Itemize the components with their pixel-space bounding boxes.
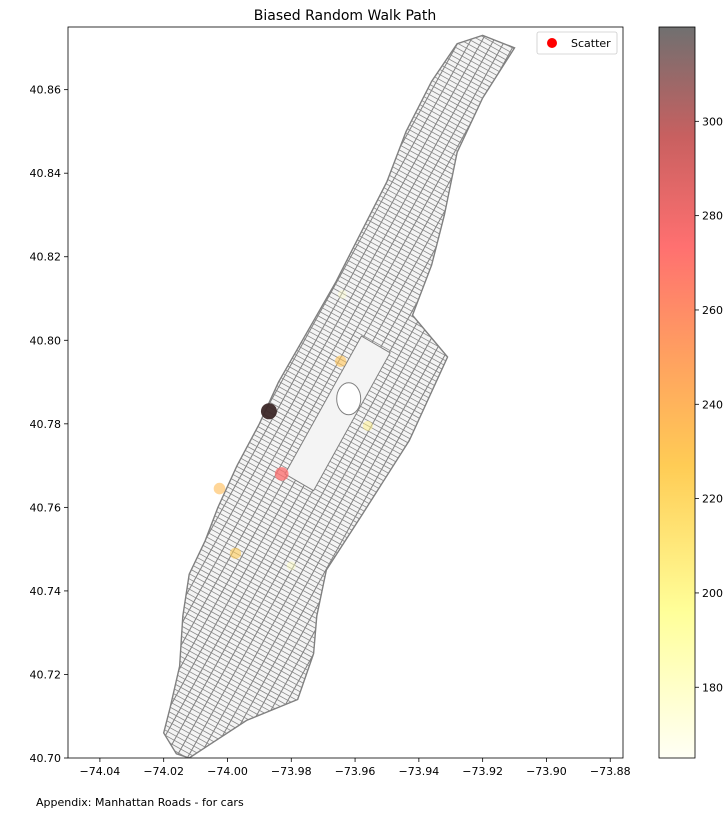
- y-tick-label: 40.82: [30, 251, 62, 264]
- y-tick-label: 40.70: [30, 752, 62, 765]
- colorbar-gradient: [658, 26, 696, 759]
- legend-label: Scatter: [571, 37, 611, 50]
- colorbar-tick-label: 180: [702, 681, 723, 694]
- scatter-point-1: [213, 482, 226, 495]
- y-tick-label: 40.78: [30, 418, 62, 431]
- y-tick-label: 40.76: [30, 501, 62, 514]
- x-tick-label: −74.00: [207, 765, 248, 778]
- chart: Biased Random Walk Path −74.04 −74.02 −74.…: [30, 8, 724, 778]
- x-tick-label: −74.04: [80, 765, 121, 778]
- legend-marker: [547, 38, 557, 48]
- caption: Appendix: Manhattan Roads - for cars: [36, 796, 244, 809]
- y-tick-label: 40.86: [30, 84, 62, 97]
- scatter-point-8: [337, 289, 347, 299]
- y-tick-label: 40.72: [30, 668, 62, 681]
- scatter-point-7: [286, 561, 296, 571]
- scatter-point-3: [274, 467, 289, 481]
- scatter-point-6: [362, 420, 373, 431]
- colorbar: 180 200 220 240 260 280 300: [658, 26, 723, 759]
- colorbar-tick-label: 240: [702, 398, 723, 411]
- scatter-points: [213, 289, 373, 571]
- legend-box: [536, 31, 618, 55]
- y-tick-label: 40.84: [30, 167, 62, 180]
- y-tick-label: 40.74: [30, 585, 62, 598]
- colorbar-tick-label: 260: [702, 304, 723, 317]
- legend: Scatter: [536, 31, 618, 55]
- x-tick-label: −74.02: [143, 765, 184, 778]
- x-tick-label: −73.94: [399, 765, 440, 778]
- scatter-point-4: [260, 403, 277, 420]
- x-tick-label: −73.88: [590, 765, 631, 778]
- colorbar-tick-label: 220: [702, 493, 723, 506]
- x-axis: −74.04 −74.02 −74.00 −73.98 −73.96 −73.94 −73.…: [80, 758, 631, 778]
- y-axis: 40.70 40.72 40.74 40.76 40.78 40.80 40.82 40.84…: [30, 84, 68, 765]
- x-tick-label: −73.98: [271, 765, 312, 778]
- road-network: [162, 34, 516, 758]
- chart-title: Biased Random Walk Path: [254, 8, 436, 24]
- colorbar-tick-label: 200: [702, 587, 723, 600]
- y-tick-label: 40.80: [30, 334, 62, 347]
- plot-frame: [67, 26, 624, 759]
- street-grid: [163, 35, 515, 758]
- x-tick-label: −73.90: [526, 765, 567, 778]
- scatter-point-2: [229, 547, 242, 559]
- colorbar-tick-label: 300: [702, 115, 723, 128]
- scatter-point-5: [334, 355, 347, 367]
- x-tick-label: −73.96: [335, 765, 376, 778]
- x-tick-label: −73.92: [462, 765, 503, 778]
- colorbar-tick-label: 280: [702, 210, 723, 223]
